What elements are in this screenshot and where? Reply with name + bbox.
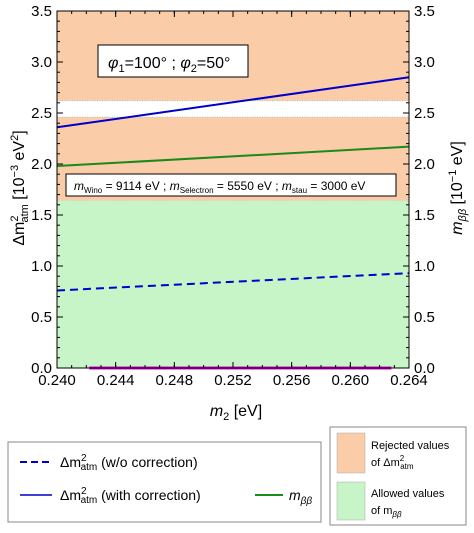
x-tick-label-4: 0.256 [273,372,311,389]
svg-text:φ1=100° ; φ2=50°: φ1=100° ; φ2=50° [108,55,230,75]
series-line-1 [56,76,410,129]
legend-dashed-label: Δm2 atm (w/o correction) [60,453,198,473]
x-tick-label-1: 0.244 [97,372,135,389]
selectron-value: = 5550 eV ; [214,179,282,193]
y-tick-label-right-7: 3.5 [414,3,435,20]
wino-value: = 9114 eV ; [102,179,170,193]
y-tick-label-left-3: 1.5 [31,207,52,224]
selectron-sub: Selectron [180,186,214,195]
legend-allowed-swatch [336,481,366,521]
x-tick-label-3: 0.252 [214,372,252,389]
y-tick-label-left-5: 2.5 [31,105,52,122]
y-tick-label-left-4: 2.0 [31,156,52,173]
y-tick-label-right-4: 2.0 [414,156,435,173]
legend-rejected-line2: of Δm2 atm [371,454,414,471]
series-line-0 [56,272,410,292]
legend-rejected-swatch [336,432,366,474]
y-tick-label-left-6: 3.0 [31,54,52,71]
line-legend: Δm2 atm (w/o correction) Δm2 atm (with cor… [7,441,322,523]
y-tick-label-right-2: 1.0 [414,258,435,275]
legend-solid-label: Δm2 atm (with correction) [60,486,201,506]
phi1-value: =100° ; [125,55,181,72]
wino-sub: Wino [84,186,103,195]
y-tick-label-left-0: 0.0 [31,360,52,377]
wino-symbol: m [74,179,84,193]
y-tick-label-right-0: 0.0 [414,360,435,377]
svg-text:mWino = 9114 eV ; mSelectron =: mWino = 9114 eV ; mSelectron = 5550 eV ;… [74,179,365,195]
stau-value: = 3000 eV [307,179,365,193]
phase-annotation: φ1=100° ; φ2=50° [97,44,249,78]
series-line-2 [56,145,410,168]
x-tick-label-2: 0.248 [156,372,194,389]
phi2-sub: 2 [191,63,197,75]
y-tick-label-right-3: 1.5 [414,207,435,224]
legend-green-label: mββ [289,487,312,507]
y-axis-right-title: mββ [10−1 eV] [447,141,469,235]
stau-sub: stau [292,186,307,195]
y-tick-label-left-7: 3.5 [31,3,52,20]
stau-symbol: m [282,179,292,193]
phi1-sub: 1 [118,63,124,75]
y-tick-label-right-1: 0.5 [414,309,435,326]
x-tick-label-6: 0.264 [390,372,428,389]
y-tick-label-right-5: 2.5 [414,105,435,122]
phi1-symbol: φ [108,55,118,72]
x-tick-label-0: 0.240 [38,372,76,389]
x-axis-title: m2 [eV] [210,403,262,423]
phi2-symbol: φ [180,55,190,72]
legend-rejected-line1: Rejected values [371,440,450,452]
legend-allowed-line1: Allowed values [371,488,445,500]
legend-allowed-line2: of mββ [371,505,402,519]
x-tick-label-5: 0.260 [332,372,370,389]
y-tick-label-left-2: 1.0 [31,258,52,275]
y-tick-label-left-1: 0.5 [31,309,52,326]
phi2-value: =50° [197,55,231,72]
masses-annotation: mWino = 9114 eV ; mSelectron = 5550 eV ;… [65,173,397,197]
y-axis-left-title: Δm2atm [10−3 eV2] [9,130,31,245]
y-tick-label-right-6: 3.0 [414,54,435,71]
region-legend: Rejected values of Δm2 atm Allowed values… [329,426,467,526]
selectron-symbol: m [170,179,180,193]
allowed-region [57,200,409,368]
